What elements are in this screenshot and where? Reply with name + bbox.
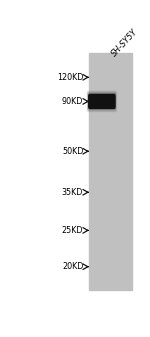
Text: 20KD: 20KD bbox=[62, 262, 83, 271]
FancyBboxPatch shape bbox=[88, 93, 116, 110]
Text: 25KD: 25KD bbox=[62, 226, 83, 235]
Text: 50KD: 50KD bbox=[62, 147, 83, 156]
Bar bbox=[88, 54, 132, 289]
FancyBboxPatch shape bbox=[89, 94, 115, 109]
Text: 90KD: 90KD bbox=[62, 97, 83, 106]
FancyBboxPatch shape bbox=[87, 91, 116, 112]
Text: SH-SY5Y: SH-SY5Y bbox=[110, 28, 139, 59]
Text: 120KD: 120KD bbox=[57, 73, 83, 82]
Text: 35KD: 35KD bbox=[62, 188, 83, 197]
